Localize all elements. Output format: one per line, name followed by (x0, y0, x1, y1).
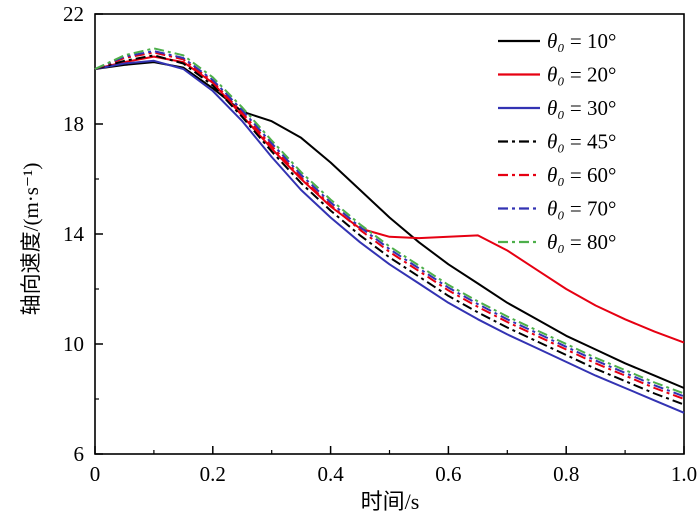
y-tick-label: 10 (63, 332, 84, 356)
y-tick-label: 18 (63, 112, 84, 136)
legend-label-theta0-20: θ₀ = 20° (547, 63, 616, 87)
legend-label-theta0-60: θ₀ = 60° (547, 163, 616, 187)
x-tick-label: 0.8 (553, 462, 579, 486)
x-tick-label: 0 (90, 462, 101, 486)
series-line-theta0-10 (94, 61, 685, 389)
y-tick-label: 22 (63, 2, 84, 26)
x-axis-label: 时间/s (360, 489, 420, 514)
y-axis-label: 轴向速度/(m·s⁻¹) (19, 162, 43, 316)
x-tick-label: 1.0 (671, 462, 697, 486)
legend-label-theta0-45: θ₀ = 45° (547, 130, 616, 154)
y-tick-label: 14 (63, 222, 85, 246)
legend-label-theta0-70: θ₀ = 70° (547, 197, 616, 221)
series-line-theta0-70 (94, 50, 685, 398)
legend-label-theta0-30: θ₀ = 30° (547, 96, 616, 120)
x-tick-label: 0.6 (435, 462, 461, 486)
legend-label-theta0-80: θ₀ = 80° (547, 230, 616, 254)
x-tick-label: 0.4 (317, 462, 344, 486)
series-line-theta0-20 (94, 55, 685, 344)
y-tick-label: 6 (74, 442, 85, 466)
legend-label-theta0-10: θ₀ = 10° (547, 29, 616, 53)
series-line-theta0-30 (94, 59, 685, 414)
x-tick-label: 0.2 (200, 462, 226, 486)
series-line-theta0-80 (94, 47, 685, 395)
